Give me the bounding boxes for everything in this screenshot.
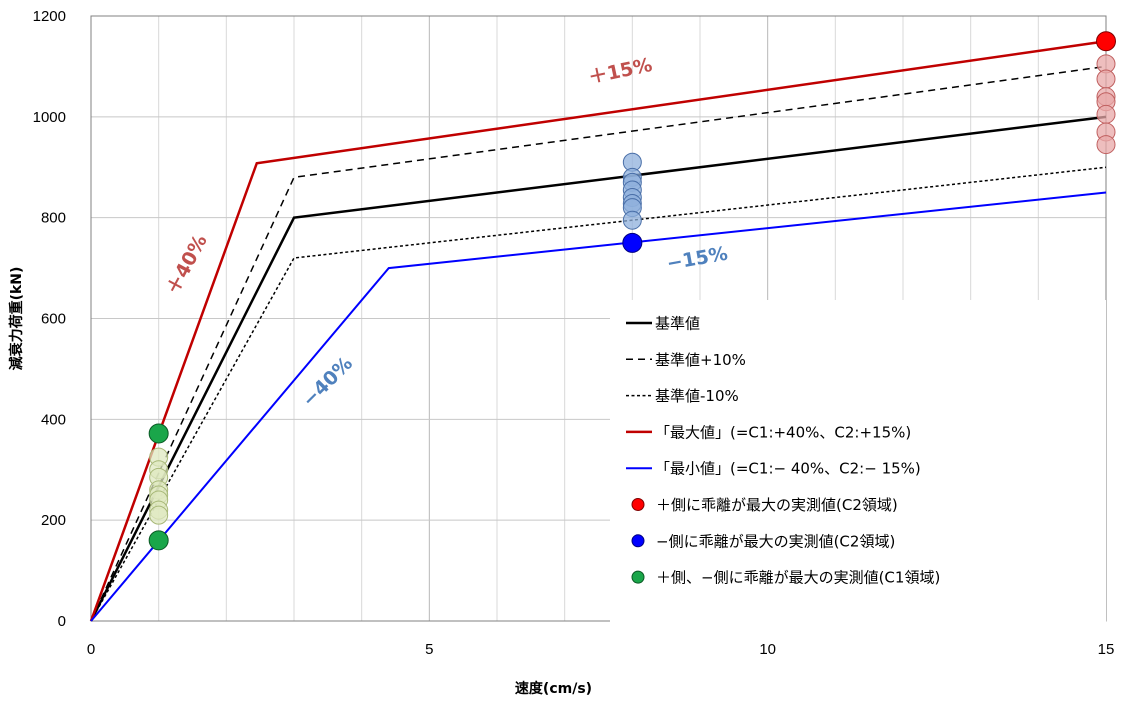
series-line [89,39,1107,622]
highlight-point [148,530,169,551]
x-tick-label: 15 [1098,641,1115,658]
legend-label: 基準値 [655,315,700,333]
legend-label: −側に乖離が最大の実測値(C2領域) [656,532,895,550]
y-tick-label: 1200 [33,8,66,25]
faint-scatter-points [149,54,1116,525]
y-tick-label: 600 [41,311,66,328]
scatter-point [1096,135,1116,155]
scatter-point [1096,104,1116,124]
legend-label: 「最大値」(=C1:+40%、C2:+15%) [655,423,911,441]
x-tick-label: 5 [425,641,433,658]
x-axis-label: 速度(cm/s) [515,680,592,697]
legend-label: 基準値-10% [655,387,739,405]
legend-dot-swatch [631,534,645,548]
x-tick-label: 0 [87,641,95,658]
x-tick-label: 10 [759,641,776,658]
legend-dot-swatch [631,498,645,511]
y-tick-label: 0 [58,613,66,630]
legend-label: ＋側に乖離が最大の実測値(C2領域) [656,496,898,514]
annotation-label: ＋15% [586,54,654,89]
legend-label: 「最小値」(=C1:− 40%、C2:− 15%) [655,460,921,478]
y-tick-label: 800 [41,210,66,227]
y-tick-label: 400 [41,411,66,428]
y-tick-label: 1000 [33,109,66,126]
series-line [90,191,1107,622]
scatter-point [1096,69,1116,89]
annotation-label: −15% [665,243,729,275]
legend-background [610,300,1106,622]
y-axis-label: 減衰力荷重(kN) [8,267,25,371]
y-tick-label: 200 [41,512,66,529]
highlight-point [622,232,643,253]
scatter-point [149,505,169,525]
annotation-label: ＋40% [162,231,212,298]
annotation-label: −40% [298,353,357,412]
legend-dot-swatch [631,570,645,584]
highlight-scatter-points [148,31,1116,551]
scatter-point [622,210,642,230]
legend-label: ＋側、−側に乖離が最大の実測値(C1領域) [656,569,940,587]
tick-labels: 0 5 10 15 0 200 400 600 800 1000 1200 [33,8,1115,658]
legend-label: 基準値+10% [655,351,746,369]
highlight-point [148,423,169,444]
highlight-point [1096,31,1116,52]
